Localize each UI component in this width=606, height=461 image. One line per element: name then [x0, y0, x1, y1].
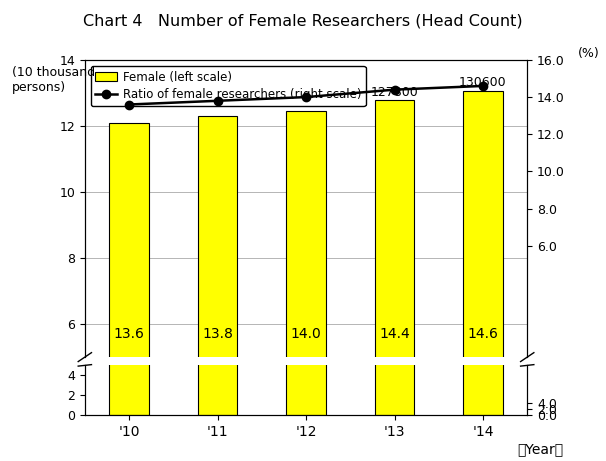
Bar	[198, 293, 238, 415]
Text: 14.0: 14.0	[291, 326, 321, 341]
Bar	[375, 288, 415, 415]
Bar	[109, 123, 149, 461]
Text: 13.6: 13.6	[114, 326, 144, 341]
Text: 130600: 130600	[459, 77, 507, 89]
Legend: Female (left scale), Ratio of female researchers (right scale): Female (left scale), Ratio of female res…	[91, 66, 366, 106]
Text: (10 thousand
persons): (10 thousand persons)	[12, 66, 95, 94]
Bar	[286, 111, 326, 461]
Text: (%): (%)	[578, 47, 600, 60]
Text: 13.8: 13.8	[202, 326, 233, 341]
Text: 127800: 127800	[371, 86, 418, 99]
Bar	[463, 285, 503, 415]
Text: 14.4: 14.4	[379, 326, 410, 341]
Bar	[375, 100, 415, 461]
Bar	[109, 295, 149, 415]
Text: 14.6: 14.6	[468, 326, 498, 341]
Text: Chart 4   Number of Female Researchers (Head Count): Chart 4 Number of Female Researchers (He…	[83, 14, 523, 29]
Bar	[463, 91, 503, 461]
Bar	[198, 116, 238, 461]
Text: （Year）: （Year）	[518, 443, 564, 456]
Bar	[286, 291, 326, 415]
